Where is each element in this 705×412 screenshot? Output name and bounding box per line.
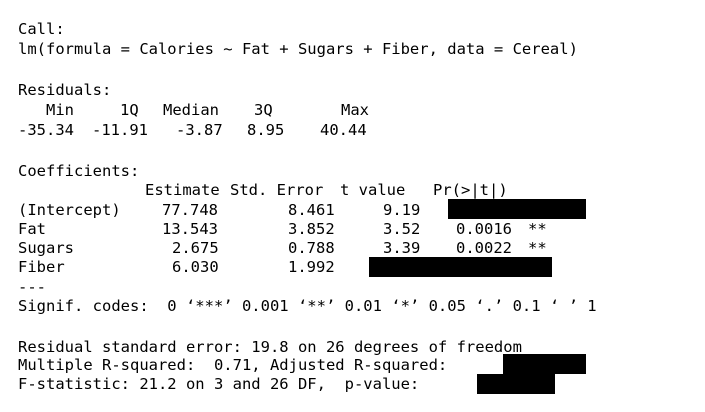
residual-value-3q: 8.95: [247, 121, 285, 139]
coef-row-p-value: 0.0022: [456, 239, 512, 257]
coef-row-p-value: 0.0016: [456, 220, 512, 238]
coef-row-estimate: 13.543: [162, 220, 218, 238]
coef-row-std-error: 8.461: [288, 201, 335, 219]
residual-standard-error-line: Residual standard error: 19.8 on 26 degr…: [18, 338, 522, 356]
call-header: Call:: [18, 20, 65, 38]
coef-col-estimate: Estimate: [145, 181, 220, 199]
coef-row-signif: **: [528, 239, 547, 257]
residual-value-min: -35.34: [18, 121, 74, 139]
f-statistic-line: F-statistic: 21.2 on 3 and 26 DF, p-valu…: [18, 375, 420, 393]
residual-value-median: -3.87: [176, 121, 223, 139]
coef-row-name: Fiber: [18, 258, 65, 276]
redaction-box: [448, 199, 586, 219]
residual-value-1q: -11.91: [92, 121, 148, 139]
residual-header-median: Median: [163, 101, 219, 119]
residual-header-min: Min: [46, 101, 74, 119]
residual-value-max: 40.44: [320, 121, 367, 139]
coef-row-signif: **: [528, 220, 547, 238]
coef-col-t-value: t value: [340, 181, 406, 199]
coef-row-t-value: 9.19: [383, 201, 421, 219]
separator-line: ---: [18, 278, 46, 296]
coef-row-std-error: 3.852: [288, 220, 335, 238]
coef-col-std-error: Std. Error: [230, 181, 324, 199]
coef-row-name: (Intercept): [18, 201, 121, 219]
coef-row-std-error: 1.992: [288, 258, 335, 276]
residual-header-1q: 1Q: [120, 101, 139, 119]
redaction-box: [477, 374, 555, 394]
signif-codes-line: Signif. codes: 0 ‘***’ 0.001 ‘**’ 0.01 ‘…: [18, 297, 597, 315]
coef-row-estimate: 77.748: [162, 201, 218, 219]
coef-row-estimate: 6.030: [172, 258, 219, 276]
redaction-box: [369, 257, 552, 277]
residuals-header: Residuals:: [18, 81, 112, 99]
residual-header-3q: 3Q: [254, 101, 273, 119]
coef-row-estimate: 2.675: [172, 239, 219, 257]
coef-row-name: Sugars: [18, 239, 74, 257]
coef-row-t-value: 3.52: [383, 220, 421, 238]
coefficients-header: Coefficients:: [18, 162, 140, 180]
redaction-box: [503, 354, 586, 374]
coef-row-t-value: 3.39: [383, 239, 421, 257]
coef-row-name: Fat: [18, 220, 46, 238]
coef-col-p-value: Pr(>|t|): [433, 181, 508, 199]
r-squared-line: Multiple R-squared: 0.71, Adjusted R-squ…: [18, 356, 448, 374]
call-formula: lm(formula = Calories ~ Fat + Sugars + F…: [18, 40, 578, 58]
residual-header-max: Max: [341, 101, 369, 119]
coef-row-std-error: 0.788: [288, 239, 335, 257]
